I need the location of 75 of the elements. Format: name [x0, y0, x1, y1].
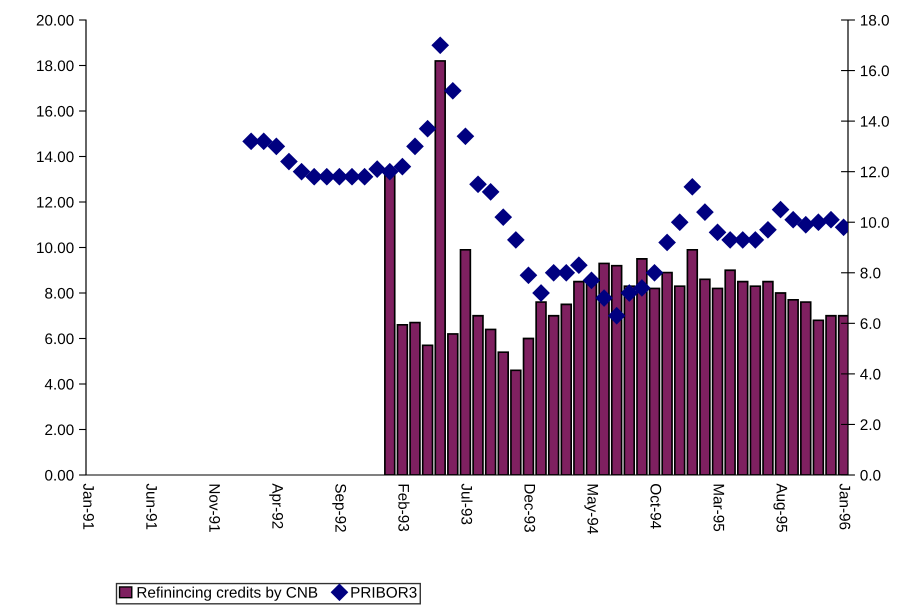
- y2-tick-label: 18.0: [860, 14, 889, 26]
- y2-tick-label: 16.0: [860, 65, 889, 76]
- x-tick-label: Jan-96: [839, 484, 850, 530]
- point: [684, 178, 701, 196]
- point: [456, 128, 474, 145]
- point: [293, 163, 310, 180]
- point: [406, 138, 424, 155]
- y-tick-label: 6.00: [45, 333, 74, 344]
- point: [318, 168, 336, 186]
- point: [772, 201, 790, 218]
- y-tick-label: 12.00: [37, 196, 74, 208]
- x-tick-label: Mar-95: [713, 484, 724, 532]
- y2-tick-label: 10.0: [860, 217, 889, 228]
- x-tick-label: Feb-93: [398, 484, 410, 532]
- x-tick-label: Jun-91: [146, 484, 158, 530]
- legend-label: PRIBOR3: [351, 586, 417, 598]
- point: [596, 290, 613, 307]
- point: [280, 153, 298, 170]
- point: [570, 256, 588, 274]
- y-tick-label: 18.00: [37, 60, 74, 72]
- point: [759, 221, 777, 238]
- point: [356, 168, 374, 186]
- x-tick-label: Oct-94: [650, 484, 662, 529]
- y-tick-label: 14.00: [37, 151, 74, 162]
- y2-tick-label: 6.0: [860, 318, 880, 330]
- y2-tick-label: 8.0: [860, 268, 880, 278]
- point: [507, 231, 524, 248]
- y-tick-label: 16.00: [37, 106, 74, 117]
- point: [368, 160, 386, 178]
- y-tick-label: 10.00: [37, 242, 74, 254]
- legend-label: Refinincing credits by CNB: [138, 586, 318, 601]
- y-tick-label: 8.00: [45, 288, 74, 299]
- point: [558, 264, 575, 282]
- x-tick-label: Aug-95: [773, 483, 788, 532]
- point: [708, 224, 726, 241]
- y2-tick-label: 14.0: [860, 116, 889, 127]
- point: [381, 163, 398, 180]
- point: [822, 211, 840, 228]
- x-tick-label: May-94: [584, 484, 598, 534]
- y-tick-label: 20.00: [36, 14, 74, 26]
- x-tick-label: Dec-93: [524, 484, 536, 532]
- y2-tick-label: 4.0: [860, 368, 880, 380]
- point: [268, 138, 285, 155]
- y2-tick-label: 0.0: [860, 470, 880, 481]
- x-tick-label: Jan-91: [83, 484, 94, 530]
- point: [658, 234, 676, 251]
- point: [444, 82, 462, 100]
- point: [810, 214, 827, 231]
- point: [797, 216, 814, 234]
- point: [784, 211, 802, 228]
- y2-tick-label: 2.0: [860, 419, 880, 430]
- point: [532, 284, 550, 302]
- x-tick-label: Jul-93: [461, 484, 473, 524]
- y-tick-label: 2.00: [45, 424, 74, 436]
- point: [696, 204, 714, 221]
- point: [671, 214, 688, 231]
- point: [394, 158, 411, 176]
- x-tick-label: Nov-91: [209, 484, 220, 532]
- point: [469, 176, 487, 193]
- point: [620, 284, 638, 302]
- point: [255, 132, 272, 150]
- point: [646, 264, 664, 282]
- point: [494, 208, 512, 226]
- point: [520, 266, 538, 284]
- point: [419, 120, 436, 138]
- y-tick-label: 0.00: [45, 470, 74, 481]
- x-tick-label: Apr-92: [269, 483, 284, 528]
- point: [582, 272, 600, 289]
- point: [608, 307, 626, 324]
- y-tick-label: 4.00: [44, 378, 74, 390]
- point: [482, 183, 500, 200]
- x-tick-label: Sep-92: [332, 484, 346, 532]
- point: [633, 279, 650, 296]
- point: [432, 36, 449, 54]
- y2-tick-label: 12.0: [860, 166, 889, 178]
